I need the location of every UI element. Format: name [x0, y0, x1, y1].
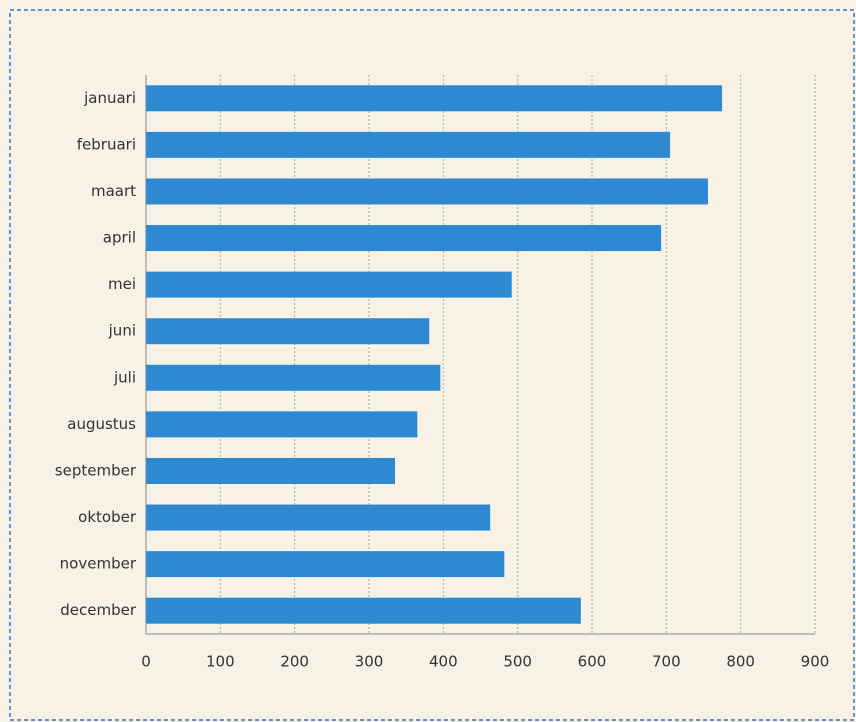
- y-tick-label: december: [60, 601, 137, 619]
- bar: [146, 271, 512, 298]
- y-tick-label: februari: [77, 135, 136, 153]
- x-tick-label: 0: [141, 653, 151, 671]
- bar: [146, 457, 396, 484]
- y-tick-label: maart: [91, 182, 136, 200]
- x-tick-label: 600: [578, 653, 607, 671]
- bar: [146, 85, 723, 112]
- frame: [9, 9, 855, 721]
- y-tick-label: mei: [108, 275, 136, 293]
- bar: [146, 364, 441, 391]
- y-tick-label: augustus: [67, 415, 136, 433]
- x-tick-label: 500: [503, 653, 532, 671]
- x-tick-label: 300: [355, 653, 384, 671]
- y-tick-label: oktober: [78, 508, 137, 526]
- x-tick-label: 900: [801, 653, 830, 671]
- y-tick-label: juni: [108, 322, 136, 340]
- x-tick-label: 700: [652, 653, 681, 671]
- bar: [146, 318, 430, 345]
- x-tick-label: 200: [280, 653, 309, 671]
- x-tick-label: 800: [726, 653, 755, 671]
- y-tick-label: april: [103, 229, 136, 247]
- bar: [146, 178, 708, 205]
- bar: [146, 225, 662, 252]
- y-tick-label: juli: [113, 368, 136, 386]
- x-tick-label: 100: [206, 653, 235, 671]
- bar: [146, 551, 505, 578]
- bar: [146, 504, 491, 531]
- bar: [146, 411, 418, 438]
- bar: [146, 131, 671, 158]
- y-tick-label: januari: [83, 89, 136, 107]
- x-tick-label: 400: [429, 653, 458, 671]
- y-tick-label: november: [60, 555, 137, 573]
- bar: [146, 597, 581, 624]
- y-tick-label: september: [55, 461, 137, 479]
